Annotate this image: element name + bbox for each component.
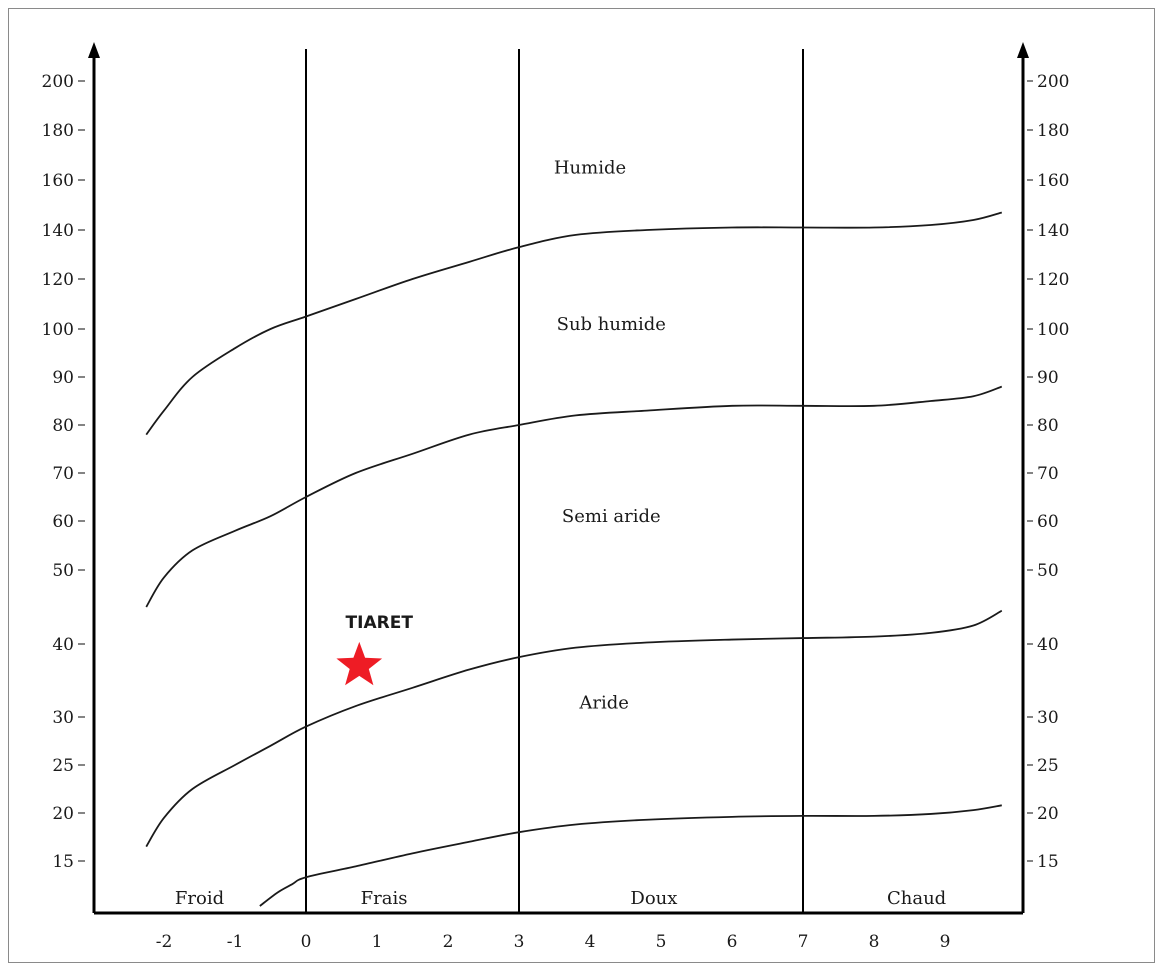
y-tick-label-left: 120 — [42, 270, 74, 290]
y-tick-label-left: 180 — [42, 121, 74, 141]
y-tick-label-left: 70 — [52, 464, 74, 484]
x-tick-label: 5 — [656, 932, 667, 952]
y-tick-label-right: 20 — [1037, 804, 1059, 824]
thermal-zone-label: Doux — [630, 888, 677, 909]
y-tick-label-left: 80 — [52, 416, 74, 436]
y-tick-label-right: 25 — [1037, 756, 1059, 776]
y-tick-label-right: 40 — [1037, 635, 1059, 655]
x-tick-label: -2 — [156, 932, 173, 952]
y-tick-label-left: 90 — [52, 368, 74, 388]
x-tick-label: 8 — [869, 932, 880, 952]
thermal-zone-label: Chaud — [887, 888, 946, 909]
y-tick-label-right: 15 — [1037, 852, 1059, 872]
y-tick-label-right: 180 — [1037, 121, 1069, 141]
y-tick-label-left: 200 — [42, 72, 74, 92]
x-tick-label: 1 — [372, 932, 383, 952]
x-tick-label: 2 — [443, 932, 454, 952]
x-tick-label: 0 — [301, 932, 312, 952]
y-tick-label-left: 30 — [52, 708, 74, 728]
y-tick-label-left: 40 — [52, 635, 74, 655]
y-tick-label-right: 100 — [1037, 320, 1069, 340]
y-tick-label-left: 20 — [52, 804, 74, 824]
y-tick-label-left: 160 — [42, 171, 74, 191]
y-tick-label-right: 140 — [1037, 221, 1069, 241]
thermal-zone-label: Froid — [175, 888, 224, 909]
y-tick-label-right: 120 — [1037, 270, 1069, 290]
band-label: Humide — [554, 158, 626, 179]
y-tick-label-right: 50 — [1037, 561, 1059, 581]
y-tick-label-right: 70 — [1037, 464, 1059, 484]
band-label: Aride — [578, 692, 629, 713]
band-label: Semi aride — [562, 506, 661, 527]
x-tick-label: 9 — [940, 932, 951, 952]
y-tick-label-right: 60 — [1037, 512, 1059, 532]
y-tick-label-right: 80 — [1037, 416, 1059, 436]
x-tick-label: 7 — [798, 932, 809, 952]
y-tick-label-right: 90 — [1037, 368, 1059, 388]
tiaret-label: TIARET — [346, 613, 414, 633]
y-tick-label-left: 140 — [42, 221, 74, 241]
y-tick-label-left: 50 — [52, 561, 74, 581]
y-tick-label-right: 200 — [1037, 72, 1069, 92]
tiaret-star-marker — [336, 642, 382, 685]
y-axis-left-arrow — [88, 42, 100, 58]
x-tick-label: 4 — [585, 932, 596, 952]
y-tick-label-left: 60 — [52, 512, 74, 532]
y-tick-label-left: 15 — [52, 852, 74, 872]
boundary-curve-3 — [146, 611, 1002, 847]
boundary-curve-2 — [146, 387, 1002, 607]
y-tick-label-left: 100 — [42, 320, 74, 340]
y-axis-right-arrow — [1017, 42, 1029, 58]
y-tick-label-right: 30 — [1037, 708, 1059, 728]
chart-frame: 200 200 180 180 160 160 140 140 120 120 100 100 90 90… — [8, 8, 1155, 963]
y-tick-label-right: 160 — [1037, 171, 1069, 191]
y-tick-label-left: 25 — [52, 756, 74, 776]
x-tick-label: 6 — [727, 932, 738, 952]
x-tick-label: -1 — [227, 932, 244, 952]
x-tick-label: 3 — [514, 932, 525, 952]
band-label: Sub humide — [557, 314, 666, 335]
thermal-zone-label: Frais — [361, 888, 408, 909]
